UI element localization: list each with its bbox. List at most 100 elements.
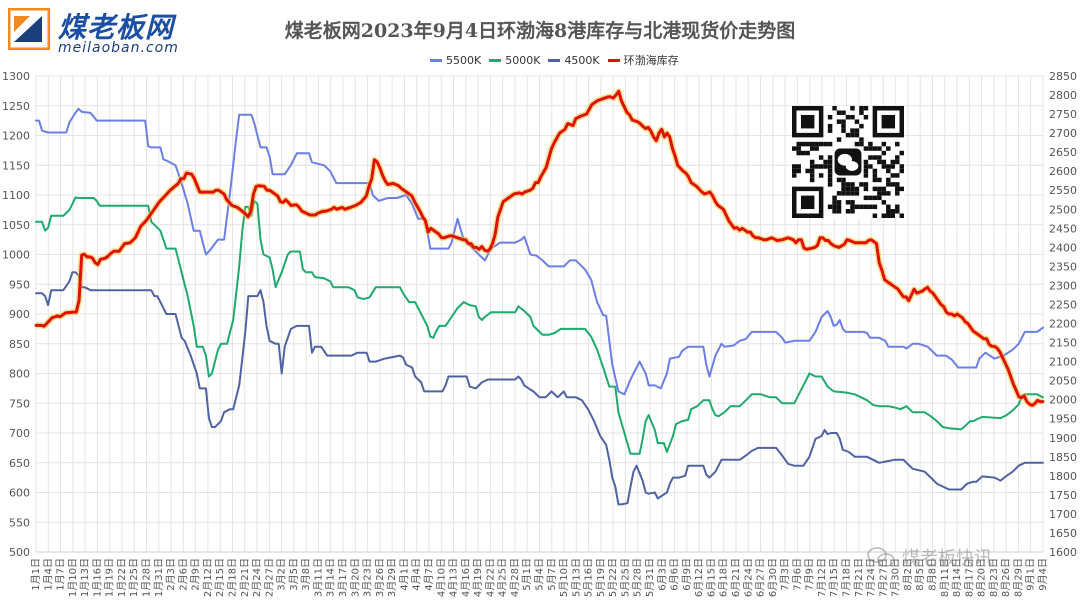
qr-module (881, 141, 887, 147)
x-tick-label: 4月13日 (448, 558, 460, 597)
x-tick-label: 7月30日 (890, 558, 902, 597)
qr-module (881, 159, 887, 165)
legend-label: 5000K (505, 53, 541, 67)
x-tick-label: 5月13日 (570, 558, 582, 597)
qr-module (832, 204, 837, 210)
qr-module (832, 195, 837, 201)
qr-module (841, 182, 846, 187)
x-tick-label: 2月24日 (251, 558, 263, 597)
legend-swatch (430, 58, 442, 62)
x-tick-label: 1月4日 (42, 558, 54, 591)
qr-module (832, 106, 837, 111)
y-right-tick-label: 2200 (1049, 318, 1077, 331)
y-right-tick-label: 2250 (1049, 298, 1077, 311)
x-tick-label: 2月27日 (263, 558, 275, 597)
qr-module (827, 173, 833, 178)
qr-module (814, 146, 819, 151)
qr-module (845, 200, 851, 205)
x-tick-label: 3月14日 (325, 558, 337, 597)
qr-module (895, 173, 900, 178)
x-tick-label: 6月9日 (681, 558, 693, 591)
y-right-tick-label: 1950 (1049, 413, 1077, 426)
qr-module (818, 164, 824, 169)
qr-module (854, 204, 860, 210)
legend-item: 5000K (489, 54, 540, 67)
qr-module (859, 141, 864, 147)
qr-module (850, 182, 855, 187)
qr-finder-core (800, 114, 815, 129)
qr-module (809, 173, 815, 178)
qr-module (854, 132, 860, 138)
y-left-tick-label: 750 (9, 397, 30, 410)
x-tick-label: 2月21日 (239, 558, 251, 597)
y-right-tick-label: 1900 (1049, 432, 1077, 445)
x-tick-label: 6月27日 (755, 558, 767, 597)
qr-module (832, 200, 837, 205)
qr-module (814, 164, 819, 169)
qr-module (845, 114, 851, 120)
x-tick-label: 2月9日 (190, 558, 202, 591)
x-tick-label: 8月20日 (976, 558, 988, 597)
qr-module (877, 155, 882, 160)
x-tick-label: 3月11日 (312, 558, 324, 597)
qr-module (809, 159, 815, 165)
y-right-tick-label: 2650 (1049, 146, 1077, 159)
qr-module (845, 132, 851, 138)
qr-module (823, 159, 828, 165)
x-tick-label: 7月15日 (828, 558, 840, 597)
y-right-tick-label: 2500 (1049, 203, 1077, 216)
logo-icon (8, 8, 50, 50)
qr-module (872, 186, 878, 192)
x-tick-label: 4月16日 (460, 558, 472, 597)
qr-module (859, 110, 864, 115)
x-tick-label: 8月2日 (902, 558, 914, 591)
qr-module (854, 186, 860, 192)
qr-finder-core (881, 114, 896, 129)
y-left-tick-label: 950 (9, 278, 30, 291)
qr-module (805, 141, 810, 147)
x-tick-label: 1月22日 (116, 558, 128, 597)
x-tick-label: 6月3日 (656, 558, 668, 591)
x-tick-label: 3月29日 (386, 558, 398, 597)
x-tick-label: 9月4日 (1037, 558, 1049, 591)
y-right-tick-label: 2100 (1049, 356, 1077, 369)
qr-module (881, 200, 887, 205)
qr-code (792, 106, 904, 218)
qr-module (827, 114, 833, 120)
y-right-tick-label: 2750 (1049, 108, 1077, 121)
x-tick-label: 3月5日 (288, 558, 300, 591)
qr-module (877, 177, 882, 183)
qr-module (863, 146, 869, 151)
qr-module (868, 146, 873, 151)
qr-module (827, 168, 833, 174)
qr-module (872, 195, 878, 201)
qr-module (899, 150, 904, 156)
x-tick-label: 6月15日 (705, 558, 717, 597)
brand-url: meilaoban.com (58, 40, 179, 56)
x-tick-label: 8月29日 (1012, 558, 1024, 597)
x-tick-label: 7月12日 (816, 558, 828, 597)
qr-module (818, 173, 824, 178)
y-left-tick-label: 1200 (2, 130, 30, 143)
qr-module (863, 106, 869, 111)
y-left-tick-label: 500 (9, 546, 30, 559)
x-tick-label: 4月22日 (484, 558, 496, 597)
legend-label: 4500K (564, 53, 600, 67)
qr-module (809, 146, 815, 151)
y-left-tick-label: 650 (9, 457, 30, 470)
qr-module (868, 195, 873, 201)
x-tick-label: 1月13日 (79, 558, 91, 597)
x-tick-label: 6月12日 (693, 558, 705, 597)
y-right-tick-label: 1750 (1049, 489, 1077, 502)
qr-module (800, 150, 806, 156)
qr-module (850, 204, 855, 210)
y-right-tick-label: 2000 (1049, 394, 1077, 407)
qr-module (895, 182, 900, 187)
qr-module (895, 159, 900, 165)
series-line-5500K (35, 107, 1044, 396)
x-tick-label: 3月26日 (374, 558, 386, 597)
qr-module (890, 159, 896, 165)
x-tick-label: 3月2日 (276, 558, 288, 591)
x-tick-label: 5月25日 (619, 558, 631, 597)
legend-item: 5500K (430, 54, 481, 67)
